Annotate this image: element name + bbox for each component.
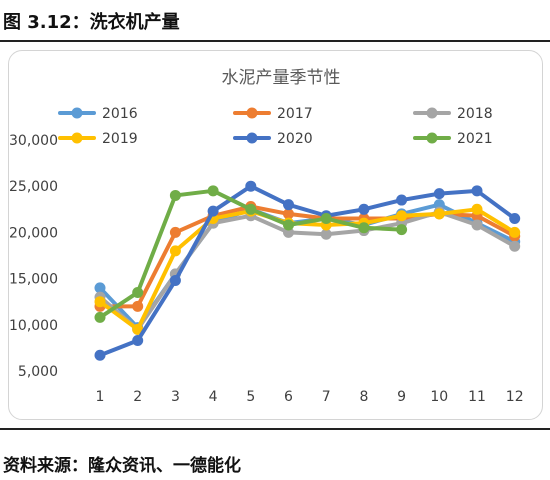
y-tick-label: 20,000 [9,225,58,241]
y-tick-label: 5,000 [18,364,58,380]
legend-label-2019: 2019 [102,131,138,147]
x-tick-label: 9 [397,389,406,405]
y-tick-label: 30,000 [9,133,58,149]
data-point-2019 [169,245,181,257]
figure-caption: 图 3.12：洗衣机产量 [3,12,180,33]
series-line-2019 [98,207,517,332]
legend-label-2021: 2021 [457,131,493,147]
source-note: 资料来源：隆众资讯、一德能化 [3,456,241,476]
top-rule [0,40,550,42]
y-tick-label: 10,000 [9,318,58,334]
legend-label-2018: 2018 [457,106,493,122]
y-tick-label: 15,000 [9,272,58,288]
x-tick-label: 10 [430,389,448,405]
data-point-2017 [169,226,181,238]
data-point-2021 [283,219,294,231]
line-chart: 水泥产量季节性 2016 2017 2018 2019 2020 2021 5,000 10… [9,68,524,405]
x-tick-label: 12 [506,389,524,405]
y-axis: 5,000 10,000 15,000 20,000 25,000 30,000 [9,133,58,380]
data-point-2021 [207,185,219,197]
chart-frame [8,50,543,420]
x-tick-label: 2 [133,389,142,405]
data-point-2018 [320,228,332,240]
data-point-2019 [471,203,483,215]
data-point-2020 [396,194,408,206]
data-point-2020 [471,185,483,197]
series-line-2020 [98,184,517,358]
legend-label-2020: 2020 [277,131,313,147]
data-point-2021 [245,203,257,215]
data-point-2019 [433,208,445,220]
data-point-2017 [132,300,144,312]
data-point-2021 [94,311,106,323]
data-point-2019 [509,226,521,238]
x-tick-label: 6 [284,389,293,405]
x-tick-label: 8 [359,389,368,405]
chart-title: 水泥产量季节性 [222,68,341,88]
legend-marker-2018 [426,107,438,119]
data-point-2021 [132,286,144,298]
data-point-2020 [509,213,521,225]
data-point-2021 [396,224,408,236]
x-tick-label: 3 [171,389,180,405]
data-point-2020 [169,274,181,286]
legend-label-2016: 2016 [102,106,138,122]
legend-marker-2020 [246,132,258,144]
data-point-2020 [132,335,144,347]
y-tick-label: 25,000 [9,179,58,195]
data-point-2021 [169,189,181,201]
data-point-2019 [94,296,106,308]
data-point-2021 [358,222,370,234]
data-point-2018 [471,219,483,231]
legend: 2016 2017 2018 2019 2020 2021 [58,106,493,147]
data-point-2020 [283,199,294,211]
legend-marker-2021 [426,132,438,144]
data-point-2021 [320,213,332,225]
plot-area [94,180,521,361]
bottom-rule [0,428,550,430]
data-point-2019 [396,210,408,222]
data-point-2020 [433,188,445,200]
legend-marker-2016 [71,107,83,119]
data-point-2017 [283,208,294,220]
x-axis: 1 2 3 4 5 6 7 8 9 10 11 12 [96,389,524,405]
x-tick-label: 11 [468,389,486,405]
x-tick-label: 5 [246,389,255,405]
data-point-2016 [94,282,106,294]
data-point-2020 [358,203,370,215]
data-point-2019 [132,323,144,335]
legend-marker-2017 [246,107,258,119]
legend-label-2017: 2017 [277,106,313,122]
legend-marker-2019 [71,132,83,144]
data-point-2020 [94,349,106,361]
x-tick-label: 4 [209,389,218,405]
data-point-2020 [207,205,219,217]
data-point-2020 [245,180,257,192]
figure-header: 图 3.12：洗衣机产量 [0,0,550,40]
x-tick-label: 1 [96,389,105,405]
data-point-2018 [509,240,521,252]
x-tick-label: 7 [322,389,331,405]
